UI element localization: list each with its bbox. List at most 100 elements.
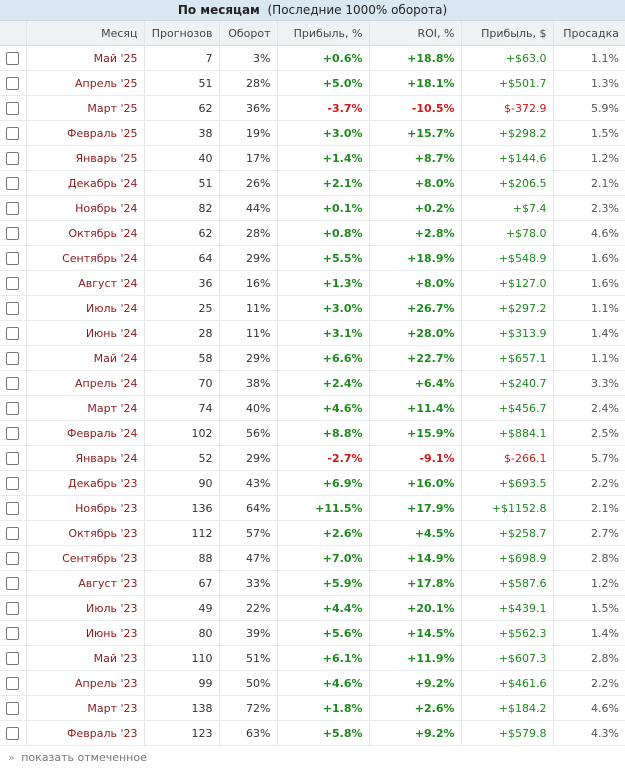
row-checkbox[interactable] <box>6 126 20 140</box>
row-checkbox[interactable] <box>6 526 20 540</box>
cell-profit-usd: +$456.7 <box>461 395 554 421</box>
row-checkbox[interactable] <box>6 551 20 565</box>
cell-roi: +11.4% <box>369 395 462 421</box>
row-checkbox[interactable] <box>6 101 20 115</box>
row-checkbox[interactable] <box>6 576 20 590</box>
row-checkbox[interactable] <box>6 476 20 490</box>
header-profit-usd[interactable]: Прибыль, $ <box>461 21 554 46</box>
row-checkbox[interactable] <box>6 676 20 690</box>
row-checkbox[interactable] <box>6 601 20 615</box>
cell-profit-usd: +$240.7 <box>461 370 554 396</box>
table-row: Май '24 58 29% +6.6% +22.7% +$657.1 1.1% <box>0 345 625 371</box>
row-checkbox[interactable] <box>6 351 20 365</box>
row-checkbox[interactable] <box>6 176 20 190</box>
header-profit-pct[interactable]: Прибыль, % <box>277 21 370 46</box>
row-checkbox[interactable] <box>6 651 20 665</box>
cell-roi: +6.4% <box>369 370 462 396</box>
row-checkbox[interactable] <box>6 276 20 290</box>
table-row: Январь '25 40 17% +1.4% +8.7% +$144.6 1.2% <box>0 145 625 171</box>
cell-profit-usd: +$698.9 <box>461 545 554 571</box>
cell-turnover: 50% <box>219 670 278 696</box>
panel-title-main: По месяцам <box>177 3 260 17</box>
footer: » показать отмеченное <box>0 746 625 770</box>
cell-forecasts: 28 <box>144 320 220 346</box>
cell-forecasts: 51 <box>144 70 220 96</box>
cell-profit-usd: +$657.1 <box>461 345 554 371</box>
row-checkbox[interactable] <box>6 451 20 465</box>
cell-roi: +17.9% <box>369 495 462 521</box>
cell-profit-usd: +$297.2 <box>461 295 554 321</box>
row-checkbox[interactable] <box>6 76 20 90</box>
row-checkbox[interactable] <box>6 726 20 740</box>
cell-profit-pct: +0.1% <box>277 195 370 221</box>
header-forecasts[interactable]: Прогнозов <box>144 21 220 46</box>
row-checkbox[interactable] <box>6 326 20 340</box>
cell-month: Октябрь '24 <box>26 220 145 246</box>
row-checkbox[interactable] <box>6 301 20 315</box>
cell-profit-usd: +$313.9 <box>461 320 554 346</box>
cell-turnover: 29% <box>219 445 278 471</box>
header-drawdown[interactable]: Просадка <box>553 21 625 46</box>
cell-roi: +9.2% <box>369 670 462 696</box>
cell-profit-usd: +$144.6 <box>461 145 554 171</box>
row-checkbox[interactable] <box>6 626 20 640</box>
cell-profit-usd: +$63.0 <box>461 45 554 71</box>
cell-drawdown: 1.6% <box>553 270 625 296</box>
row-checkbox[interactable] <box>6 201 20 215</box>
cell-turnover: 64% <box>219 495 278 521</box>
cell-forecasts: 58 <box>144 345 220 371</box>
row-checkbox[interactable] <box>6 226 20 240</box>
table-row: Февраль '24 102 56% +8.8% +15.9% +$884.1 2.5% <box>0 420 625 446</box>
cell-turnover: 43% <box>219 470 278 496</box>
cell-profit-usd: $-372.9 <box>461 95 554 121</box>
cell-drawdown: 1.5% <box>553 120 625 146</box>
cell-roi: +8.0% <box>369 170 462 196</box>
row-checkbox[interactable] <box>6 501 20 515</box>
cell-month: Сентябрь '23 <box>26 545 145 571</box>
row-checkbox-cell <box>0 695 27 721</box>
cell-month: Февраль '23 <box>26 720 145 746</box>
row-checkbox-cell <box>0 445 27 471</box>
cell-drawdown: 4.6% <box>553 695 625 721</box>
cell-drawdown: 2.8% <box>553 545 625 571</box>
cell-profit-pct: -3.7% <box>277 95 370 121</box>
row-checkbox[interactable] <box>6 151 20 165</box>
cell-forecasts: 74 <box>144 395 220 421</box>
cell-profit-usd: +$579.8 <box>461 720 554 746</box>
cell-roi: +18.8% <box>369 45 462 71</box>
cell-roi: +20.1% <box>369 595 462 621</box>
show-selected-link[interactable]: показать отмеченное <box>21 751 147 764</box>
cell-forecasts: 136 <box>144 495 220 521</box>
cell-turnover: 44% <box>219 195 278 221</box>
cell-turnover: 11% <box>219 320 278 346</box>
cell-roi: +4.5% <box>369 520 462 546</box>
header-roi[interactable]: ROI, % <box>369 21 462 46</box>
table-row: Октябрь '24 62 28% +0.8% +2.8% +$78.0 4.6% <box>0 220 625 246</box>
row-checkbox-cell <box>0 520 27 546</box>
row-checkbox[interactable] <box>6 251 20 265</box>
cell-profit-usd: +$298.2 <box>461 120 554 146</box>
table-row: Август '23 67 33% +5.9% +17.8% +$587.6 1.2% <box>0 570 625 596</box>
table-row: Июнь '24 28 11% +3.1% +28.0% +$313.9 1.4% <box>0 320 625 346</box>
cell-drawdown: 1.6% <box>553 245 625 271</box>
cell-turnover: 16% <box>219 270 278 296</box>
row-checkbox[interactable] <box>6 401 20 415</box>
row-checkbox[interactable] <box>6 426 20 440</box>
row-checkbox[interactable] <box>6 701 20 715</box>
cell-roi: +0.2% <box>369 195 462 221</box>
row-checkbox[interactable] <box>6 376 20 390</box>
cell-month: Октябрь '23 <box>26 520 145 546</box>
cell-forecasts: 88 <box>144 545 220 571</box>
cell-drawdown: 3.3% <box>553 370 625 396</box>
cell-month: Июнь '23 <box>26 620 145 646</box>
cell-turnover: 19% <box>219 120 278 146</box>
row-checkbox-cell <box>0 545 27 571</box>
header-turnover[interactable]: Оборот <box>219 21 278 46</box>
cell-forecasts: 70 <box>144 370 220 396</box>
header-month[interactable]: Месяц <box>26 21 145 46</box>
cell-roi: +15.7% <box>369 120 462 146</box>
row-checkbox-cell <box>0 145 27 171</box>
cell-roi: +22.7% <box>369 345 462 371</box>
row-checkbox[interactable] <box>6 51 20 65</box>
